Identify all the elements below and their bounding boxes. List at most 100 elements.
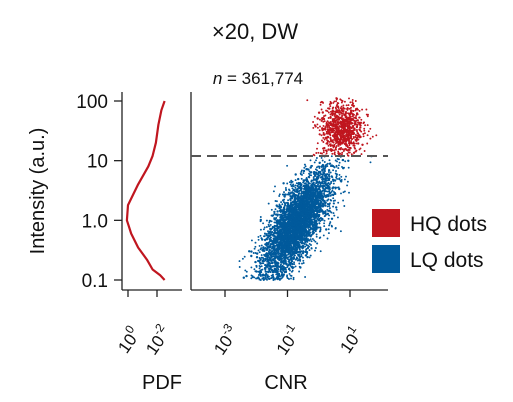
lq-dot (285, 239, 288, 241)
lq-dot (289, 222, 292, 225)
lq-dot (275, 256, 278, 259)
lq-dot (314, 222, 317, 225)
lq-dot (286, 164, 289, 167)
lq-dot (271, 231, 274, 233)
lq-dot (264, 239, 267, 242)
hq-dot (324, 127, 327, 129)
lq-dot (331, 193, 334, 196)
lq-dot (327, 232, 330, 235)
lq-dot (282, 226, 285, 229)
lq-dot (277, 238, 279, 241)
lq-dot (262, 257, 265, 260)
hq-dot (330, 122, 333, 125)
lq-dot (298, 270, 301, 273)
lq-dot (318, 222, 321, 225)
lq-dot (281, 236, 284, 238)
lq-dot (346, 184, 349, 187)
lq-dot (286, 264, 289, 267)
lq-dot (309, 238, 312, 241)
lq-dot (260, 265, 263, 268)
lq-dot (264, 268, 267, 271)
lq-dot (279, 264, 282, 267)
lq-dot (320, 156, 323, 159)
lq-dot (295, 205, 298, 208)
lq-dot (306, 196, 309, 199)
lq-dot (328, 183, 331, 186)
lq-dot (299, 245, 302, 248)
lq-dot (335, 208, 338, 211)
hq-dot (362, 135, 365, 138)
lq-dot (321, 189, 324, 192)
hq-dot (334, 132, 336, 135)
lq-dot (316, 242, 319, 245)
lq-dot (302, 194, 305, 197)
lq-dot (271, 253, 274, 256)
lq-dot (336, 216, 339, 219)
lq-dot (308, 205, 311, 209)
hq-dot (332, 118, 335, 121)
lq-dot (267, 232, 270, 235)
lq-dot (283, 220, 286, 223)
lq-dot (293, 221, 296, 224)
lq-dot (271, 265, 274, 268)
lq-dot (276, 229, 279, 231)
lq-dot (297, 177, 300, 181)
hq-dot (355, 117, 358, 120)
lq-dot (280, 273, 283, 276)
lq-dot (306, 219, 309, 222)
lq-dot (261, 238, 264, 241)
lq-dot (291, 203, 293, 206)
hq-dot (343, 148, 346, 151)
lq-dot (273, 249, 275, 252)
lq-dot (319, 199, 322, 202)
lq-dot (329, 221, 332, 224)
lq-dot (338, 161, 341, 164)
hq-dot (335, 116, 337, 119)
lq-dot (265, 244, 268, 247)
lq-dot (270, 220, 273, 223)
lq-dot (304, 212, 308, 215)
hq-dot (356, 124, 359, 127)
lq-dot (291, 191, 294, 194)
hq-dot (340, 105, 343, 108)
lq-dot (305, 176, 308, 179)
hq-dot (334, 148, 337, 151)
lq-dot (323, 222, 326, 225)
lq-dot (304, 209, 307, 212)
hq-dot (343, 132, 345, 134)
lq-dot (300, 242, 303, 245)
lq-dot (272, 255, 275, 258)
hq-dot (341, 151, 344, 154)
hq-dot (340, 137, 343, 140)
lq-dot (270, 236, 272, 239)
hq-dot (349, 101, 352, 104)
lq-dot (299, 241, 301, 244)
lq-dot (313, 206, 317, 209)
lq-dot (316, 185, 319, 188)
lq-dot (308, 170, 311, 173)
lq-dot (319, 250, 322, 253)
hq-dot (355, 112, 359, 115)
lq-dot (332, 197, 335, 200)
lq-dot (327, 174, 330, 177)
lq-dot (312, 176, 315, 179)
hq-dot (330, 150, 333, 153)
lq-dot (290, 191, 292, 194)
hq-dot (317, 151, 320, 154)
lq-dot (323, 193, 326, 196)
lq-dot (332, 199, 335, 202)
hq-dot (359, 121, 363, 125)
lq-dot (270, 274, 273, 277)
lq-dot (308, 212, 310, 215)
lq-dot (304, 251, 307, 253)
lq-dot (262, 222, 265, 225)
lq-dot (285, 269, 287, 271)
hq-dot (312, 153, 315, 156)
hq-dot (332, 101, 335, 104)
lq-dot (289, 243, 292, 246)
lq-dot (298, 189, 301, 192)
lq-dot (291, 180, 294, 183)
hq-dot (342, 110, 345, 113)
lq-dot (297, 197, 300, 200)
